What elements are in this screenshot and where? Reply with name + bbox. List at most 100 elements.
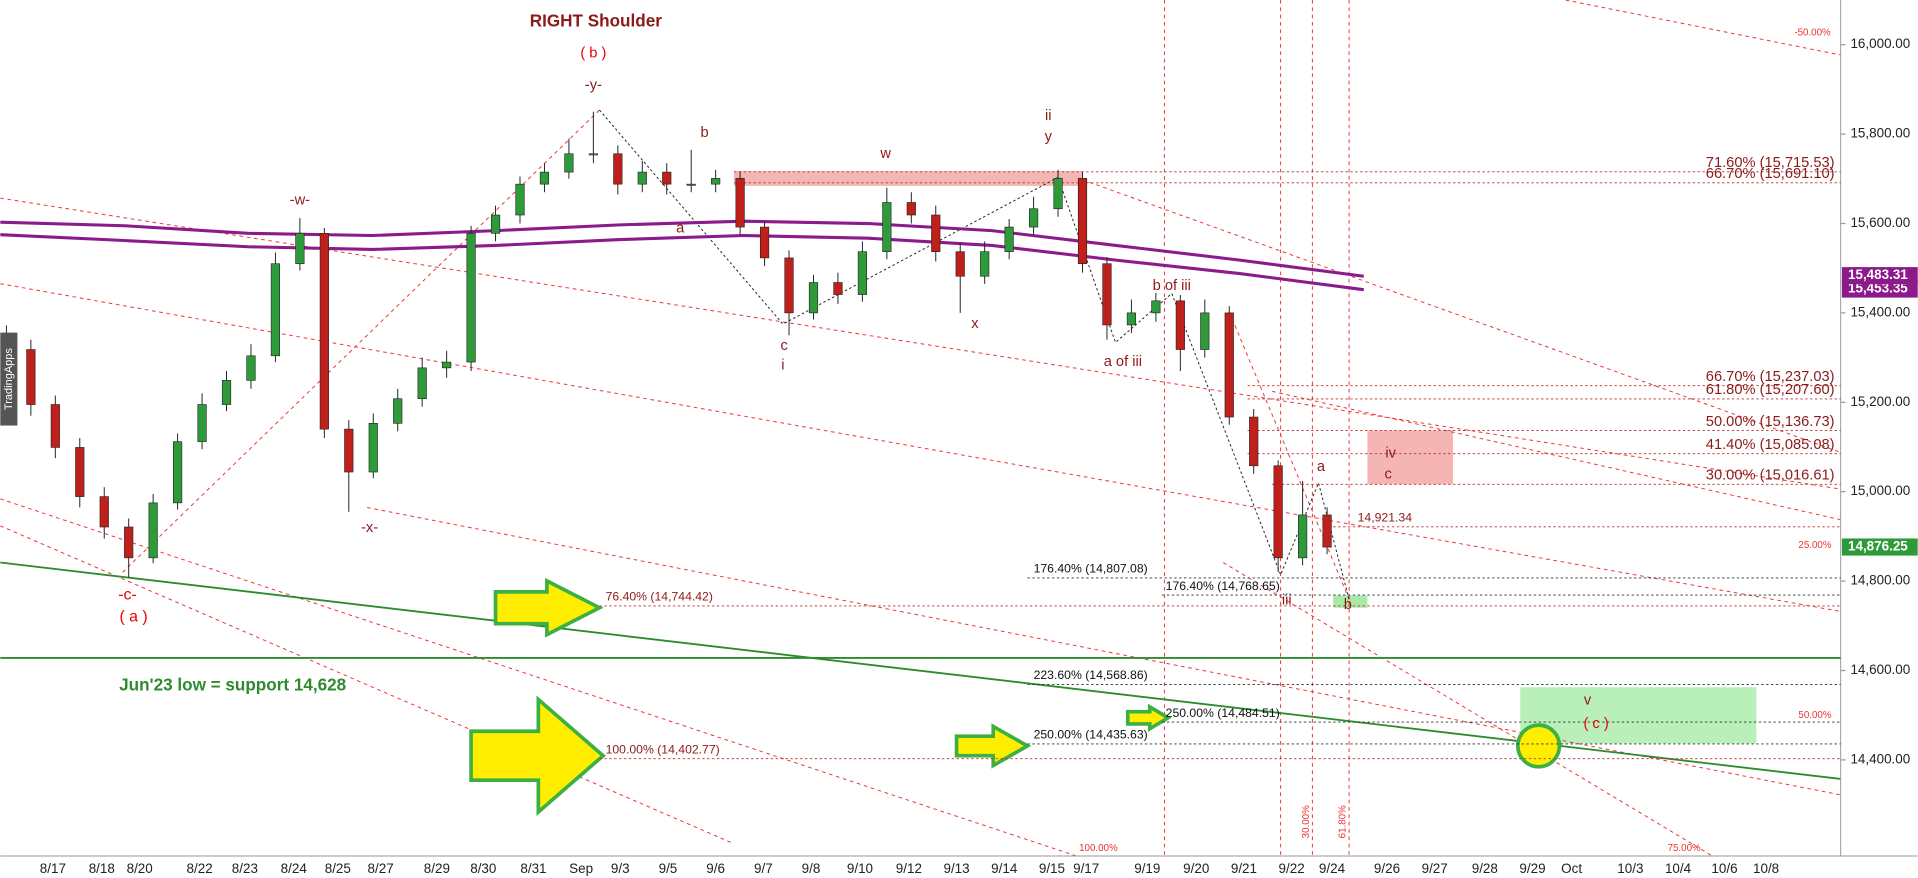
candle-body bbox=[1273, 465, 1283, 559]
level-label: 61.80% (15,207.60) bbox=[1706, 382, 1835, 398]
x-tick-label: 10/6 bbox=[1711, 861, 1737, 876]
x-tick-label: 8/29 bbox=[424, 861, 450, 876]
level-label: 176.40% (14,807.08) bbox=[1034, 562, 1148, 576]
chart-title: RIGHT Shoulder bbox=[530, 12, 662, 31]
candle-body bbox=[1126, 312, 1137, 326]
y-tick-label: 15,400.00 bbox=[1850, 304, 1910, 319]
price-tag bbox=[1841, 538, 1918, 556]
x-tick-label: 9/21 bbox=[1231, 861, 1257, 876]
x-tick-label: 8/31 bbox=[520, 861, 546, 876]
candle-body bbox=[1224, 312, 1234, 418]
candle-body bbox=[1102, 263, 1112, 326]
annotation: a bbox=[676, 221, 685, 237]
candle-body bbox=[613, 153, 623, 185]
annotation: -y- bbox=[585, 77, 602, 93]
x-tick-label: 10/4 bbox=[1665, 861, 1692, 876]
annotation: a of iii bbox=[1104, 354, 1142, 370]
candle-body bbox=[344, 428, 354, 473]
candle-body bbox=[1151, 300, 1161, 314]
candle-body bbox=[99, 496, 109, 528]
candle-body bbox=[26, 349, 36, 405]
candle-body bbox=[882, 202, 892, 252]
level-label: 30.00% (15,016.61) bbox=[1706, 468, 1835, 484]
x-tick-label: 9/29 bbox=[1519, 861, 1545, 876]
x-tick-label: 9/6 bbox=[706, 861, 725, 876]
wave-path bbox=[1057, 177, 1350, 600]
x-tick-label: 9/15 bbox=[1039, 861, 1065, 876]
annotation: b bbox=[1344, 597, 1352, 613]
candle-body bbox=[1077, 178, 1088, 265]
level-label: 41.40% (15,085.08) bbox=[1706, 437, 1835, 453]
candle-body bbox=[1175, 300, 1185, 350]
candle-body bbox=[221, 380, 232, 405]
annotation: y bbox=[1045, 129, 1053, 145]
x-tick-label: 8/25 bbox=[325, 861, 351, 876]
price-tag-label: 15,483.31 bbox=[1848, 267, 1908, 282]
target-marker bbox=[1516, 723, 1562, 769]
x-tick-label: Oct bbox=[1561, 861, 1582, 876]
candle-body bbox=[515, 183, 525, 216]
x-tick-label: 9/17 bbox=[1073, 861, 1099, 876]
level-label: 76.40% (14,744.42) bbox=[606, 590, 713, 604]
annotation: 61.80% bbox=[1338, 805, 1349, 838]
annotation: w bbox=[879, 146, 891, 162]
level-label: 250.00% (14,435.63) bbox=[1034, 728, 1148, 742]
candle-body bbox=[759, 226, 770, 259]
candle-body bbox=[1298, 514, 1308, 559]
candle-body bbox=[75, 447, 85, 497]
candle-body bbox=[295, 233, 305, 265]
candle-body bbox=[442, 361, 452, 369]
x-tick-label: 9/22 bbox=[1279, 861, 1305, 876]
target-zone bbox=[1333, 595, 1368, 608]
x-tick-label: 8/22 bbox=[187, 861, 213, 876]
arrow bbox=[1125, 703, 1172, 733]
annotation: x bbox=[971, 316, 979, 332]
annotation: iii bbox=[1282, 592, 1292, 608]
candle-body bbox=[662, 171, 672, 185]
x-tick-label: 9/12 bbox=[896, 861, 922, 876]
candle-body bbox=[980, 251, 990, 277]
annotation: b bbox=[701, 125, 709, 141]
watermark-bg bbox=[0, 332, 18, 426]
x-tick-label: 9/28 bbox=[1472, 861, 1498, 876]
candle-body bbox=[931, 214, 941, 252]
candle-body bbox=[564, 153, 574, 173]
price-tag bbox=[1841, 267, 1918, 285]
level-label: 14,921.34 bbox=[1358, 511, 1413, 525]
annotation: 100.00% bbox=[1079, 843, 1118, 854]
candle-body bbox=[735, 178, 745, 228]
candle-body bbox=[539, 171, 550, 185]
support-label: Jun'23 low = support 14,628 bbox=[119, 676, 346, 695]
annotation: 75.00% bbox=[1668, 843, 1701, 854]
moving-average bbox=[0, 219, 1364, 278]
annotation: -x- bbox=[361, 520, 378, 536]
x-tick-label: 8/20 bbox=[127, 861, 153, 876]
candle-body bbox=[246, 355, 256, 381]
annotation: -50.00% bbox=[1794, 28, 1831, 39]
candle-body bbox=[417, 367, 427, 400]
x-tick-label: 9/14 bbox=[991, 861, 1018, 876]
candle-body bbox=[906, 202, 916, 216]
annotation: 25.00% bbox=[1798, 540, 1831, 551]
target-zone bbox=[1367, 430, 1454, 485]
price-tag-label: 14,876.25 bbox=[1848, 539, 1908, 554]
x-tick-label: 9/5 bbox=[659, 861, 678, 876]
x-tick-label: 8/17 bbox=[40, 861, 66, 876]
x-tick-label: 9/3 bbox=[611, 861, 630, 876]
x-tick-label: 8/27 bbox=[368, 861, 394, 876]
candle-body bbox=[466, 233, 476, 363]
candle-body bbox=[808, 282, 819, 314]
level-label: 66.70% (15,237.03) bbox=[1706, 369, 1835, 385]
candle-body bbox=[1053, 178, 1063, 210]
candle-body bbox=[197, 404, 207, 442]
annotation: i bbox=[781, 358, 784, 374]
x-tick-label: 10/3 bbox=[1617, 861, 1643, 876]
level-label: 66.70% (15,691.10) bbox=[1706, 166, 1835, 182]
annotation: ( a ) bbox=[119, 609, 147, 626]
channel-line bbox=[0, 525, 735, 845]
x-tick-label: 9/10 bbox=[847, 861, 873, 876]
candle-body bbox=[368, 422, 378, 473]
candle-body bbox=[393, 398, 403, 424]
annotation: -w- bbox=[290, 192, 310, 208]
price-tag-label: 15,453.35 bbox=[1848, 281, 1908, 296]
